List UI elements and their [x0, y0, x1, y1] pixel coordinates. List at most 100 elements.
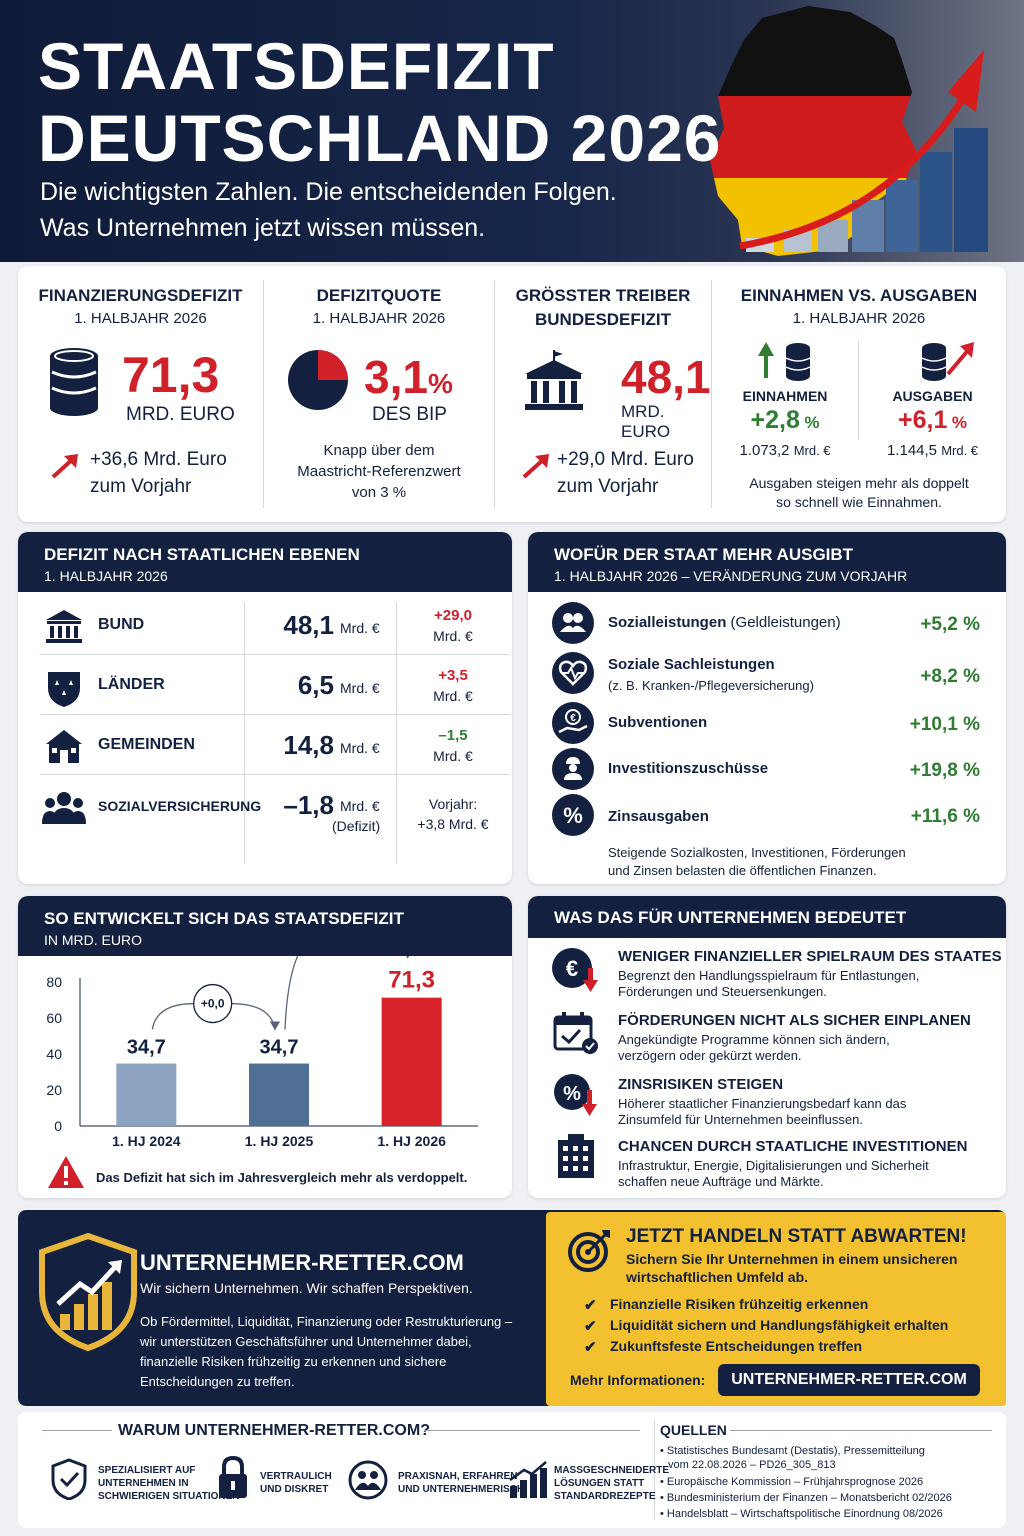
why-line: Massgeschneiderte [554, 1465, 670, 1476]
percent-interest-icon: % [552, 794, 594, 836]
annotation-arrowhead [406, 956, 410, 959]
impact-title: ZINSRISIKEN STEIGEN [618, 1076, 784, 1093]
income-abs-group: 1.073,2 Mrd. € [712, 442, 858, 459]
panel-subtitle: IN MRD. EURO [44, 932, 142, 948]
level-name: LÄNDER [98, 676, 165, 693]
expense-label: AUSGABEN [892, 388, 973, 404]
note-line: Steigende Sozialkosten, Investitionen, F… [608, 845, 906, 860]
level-unit: Mrd. € [340, 620, 380, 636]
level-name: GEMEINDEN [98, 736, 195, 753]
svg-text:%: % [563, 1083, 581, 1105]
interest-rate-icon: % [554, 1074, 597, 1116]
growth-bar [886, 180, 918, 252]
euro-decline-icon: € [552, 948, 598, 992]
kpi-title: GRÖSSTER TREIBER [515, 286, 691, 305]
panel-header: DEFIZIT NACH STAATLICHEN EBENEN 1. HALBJ… [18, 532, 512, 592]
impact-text: Angekündigte Programme können sich änder… [618, 1032, 978, 1064]
y-tick-label: 60 [46, 1010, 62, 1026]
percent-sign: % [804, 413, 820, 432]
divider [244, 602, 245, 864]
level-change-unit: Mrd. € [433, 688, 473, 704]
impact-text: Höherer staatlicher Finanzierungsbedarf … [618, 1096, 978, 1128]
footer: WARUM UNTERNEHMER-RETTER.COM? Spezialisi… [18, 1412, 1006, 1528]
deficit-chart-panel: SO ENTWICKELT SICH DAS STAATSDEFIZIT IN … [18, 896, 512, 1198]
kpi-subtitle: 1. HALBJAHR 2026 [792, 310, 926, 327]
percent-sign: % [951, 413, 967, 432]
investment-worker-icon [552, 748, 594, 790]
level-change: –1,5 Mrd. € [398, 726, 508, 766]
impact-title: FÖRDERUNGEN NICHT ALS SICHER EINPLANEN [618, 1012, 971, 1029]
kpi-change-line: +36,6 Mrd. Euro [90, 449, 227, 470]
spending-value: +19,8 % [909, 760, 980, 781]
level-change-value: –1,5 [438, 727, 468, 744]
kpi-subtitle: 1. HALBJAHR 2026 [74, 310, 207, 327]
kpi-title: DEFIZITQUOTE [316, 286, 442, 305]
why-item: Massgeschneiderte Lösungen statt Standar… [554, 1464, 669, 1503]
panel-title: SO ENTWICKELT SICH DAS STAATSDEFIZIT [44, 909, 404, 928]
kpi-note: Ausgaben steigen mehr als doppelt so sch… [712, 474, 1006, 512]
expense-abs: 1.144,5 [886, 442, 938, 459]
bar [249, 1063, 309, 1126]
income-label: EINNAHMEN [742, 388, 828, 404]
income-abs: 1.073,2 [739, 442, 790, 459]
kpi-subtitle: 1. HALBJAHR 2026 [312, 310, 446, 327]
spending-panel: WOFÜR DER STAAT MEHR AUSGIBT 1. HALBJAHR… [528, 532, 1006, 884]
bar [381, 997, 442, 1126]
why-item: Spezialisiert auf Unternehmen in schwier… [98, 1464, 239, 1503]
germany-map-illustration [710, 6, 988, 256]
divider [42, 1430, 112, 1431]
svg-text:€: € [570, 713, 576, 724]
level-change-label: Vorjahr: [428, 796, 478, 812]
bar [116, 1063, 177, 1126]
social-benefits-icon [552, 602, 594, 644]
more-info-label: Mehr Informationen: [570, 1372, 706, 1388]
cta-subtitle-line: Sichern Sie Ihr Unternehmen in einem uns… [626, 1251, 958, 1267]
panel-header: WAS DAS FÜR UNTERNEHMEN BEDEUTET [528, 896, 1006, 938]
kpi-largest-driver: GRÖSSTER TREIBER BUNDESDEFIZIT 48,1 MRD.… [495, 266, 711, 522]
why-item: Praxisnah, erfahren und unternehmerisch [398, 1470, 524, 1496]
row-divider [40, 774, 510, 775]
levels-panel: DEFIZIT NACH STAATLICHEN EBENEN 1. HALBJ… [18, 532, 512, 884]
page-title: STAATSDEFIZIT DEUTSCHLAND 2026 [38, 30, 738, 174]
kpi-title: FINANZIERUNGSDEFIZIT [38, 286, 243, 305]
why-title: WARUM UNTERNEHMER-RETTER.COM? [118, 1422, 430, 1439]
spending-note: Steigende Sozialkosten, Investitionen, F… [608, 844, 906, 880]
shield-crest-icon [48, 672, 80, 707]
row-divider [40, 654, 510, 655]
expense-unit: Mrd. € [941, 443, 979, 458]
target-arrow-icon [568, 1230, 610, 1272]
why-line: Lösungen statt [554, 1478, 645, 1489]
y-tick-label: 80 [46, 974, 62, 990]
source-item: • Bundesministerium der Finanzen – Monat… [660, 1492, 952, 1504]
health-heart-icon [552, 652, 594, 694]
level-value: 14,8 [283, 730, 334, 760]
x-tick-label: 1. HJ 2025 [245, 1133, 314, 1149]
note-line: und Zinsen belasten die öffentlichen Fin… [608, 863, 877, 878]
level-change: +29,0 Mrd. € [398, 606, 508, 646]
level-row-gemeinden: GEMEINDEN 14,8 Mrd. € –1,5 Mrd. € [18, 716, 512, 776]
level-change-unit: Mrd. € [433, 748, 473, 764]
divider [654, 1420, 655, 1520]
cta-item: Finanzielle Risiken frühzeitig erkennen [610, 1296, 869, 1312]
website-button[interactable]: UNTERNEHMER-RETTER.COM [718, 1364, 980, 1396]
brand-body-line: finanzielle Risiken frühzeitig zu erkenn… [140, 1354, 447, 1369]
income-unit: Mrd. € [793, 443, 831, 458]
cta-box: JETZT HANDELN STATT ABWARTEN! Sichern Si… [546, 1212, 1006, 1406]
title-line: DEUTSCHLAND 2026 [38, 101, 722, 175]
town-hall-icon [46, 730, 82, 763]
spending-value: +5,2 % [920, 614, 980, 635]
panel-header: WOFÜR DER STAAT MEHR AUSGIBT 1. HALBJAHR… [528, 532, 1006, 592]
income-coins-icon [758, 342, 811, 381]
annotation-connector [151, 1002, 195, 1030]
kpi-value: 71,3 [122, 347, 220, 403]
bar-value-label: 71,3 [388, 967, 435, 994]
note-line: so schnell wie Einnahmen. [776, 494, 942, 510]
level-value: 6,5 [297, 670, 334, 700]
impact-line: Höherer staatlicher Finanzierungsbedarf … [618, 1096, 907, 1111]
kpi-change: +36,6 Mrd. Euro zum Vorjahr [90, 446, 227, 500]
source-item: • Europäische Kommission – Frühjahrsprog… [660, 1476, 924, 1488]
annotation-connector [230, 1002, 276, 1030]
impact-title: CHANCEN DURCH STAATLICHE INVESTITIONEN [618, 1138, 968, 1155]
svg-text:%: % [563, 803, 583, 828]
expense-pct-group: +6,1 % [859, 406, 1006, 435]
